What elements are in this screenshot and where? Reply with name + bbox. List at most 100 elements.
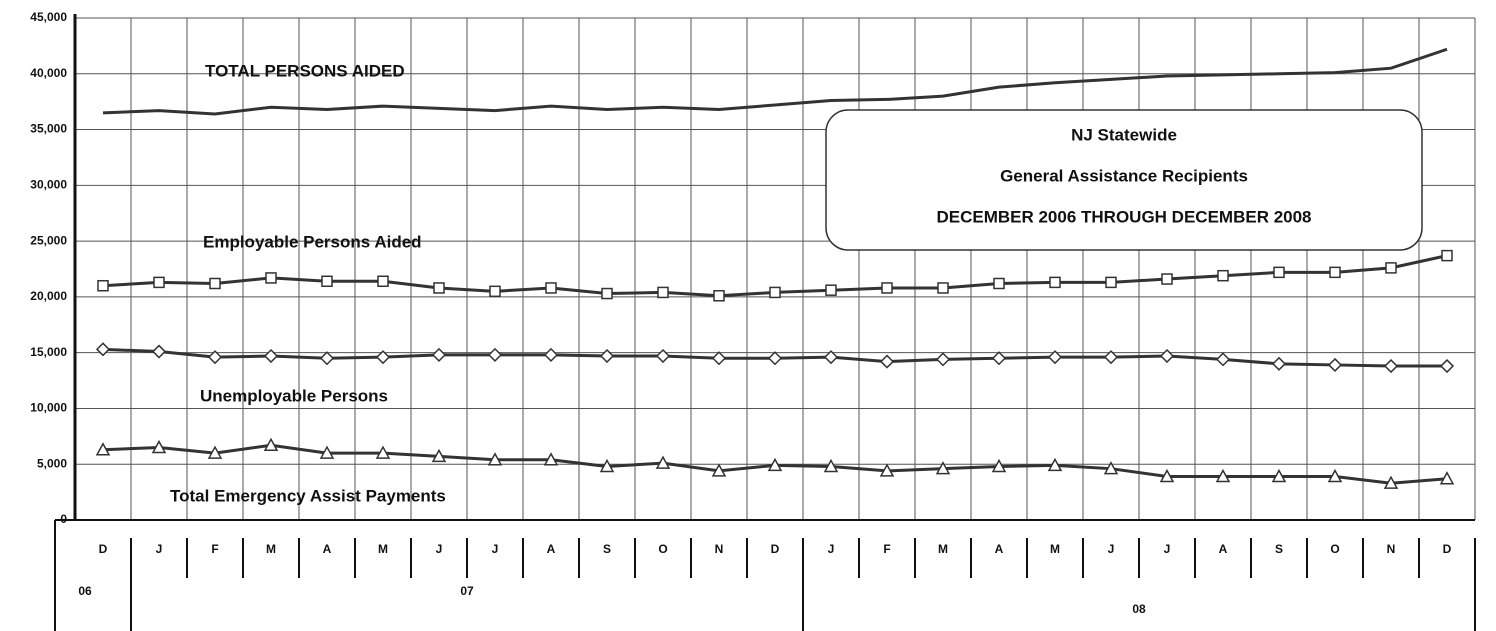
x-tick-label: O <box>1330 542 1339 556</box>
annotation-box <box>825 109 1423 251</box>
x-group-label: 08 <box>1132 602 1146 616</box>
x-tick-label: N <box>715 542 724 556</box>
series-label: Unemployable Persons <box>200 386 388 405</box>
x-tick-label: D <box>99 542 108 556</box>
marker <box>1047 457 1063 472</box>
series-label: Total Emergency Assist Payments <box>170 486 446 505</box>
marker <box>375 445 391 459</box>
y-tick-label: 15,000 <box>30 345 67 359</box>
marker <box>489 285 501 298</box>
y-tick-label: 25,000 <box>30 233 67 247</box>
marker <box>97 279 109 292</box>
marker <box>1161 273 1173 285</box>
marker <box>1439 471 1455 485</box>
marker <box>1103 461 1119 475</box>
x-group-label: 07 <box>460 584 474 598</box>
marker <box>375 350 391 365</box>
marker <box>431 347 447 362</box>
marker <box>545 282 557 294</box>
y-tick-label: 5,000 <box>37 456 67 470</box>
x-tick-label: D <box>771 542 780 556</box>
marker <box>487 347 503 362</box>
x-tick-label: J <box>828 542 835 556</box>
marker <box>993 277 1005 290</box>
marker <box>1105 276 1117 289</box>
x-tick-label: S <box>1275 542 1283 556</box>
marker <box>1383 358 1399 374</box>
marker <box>1217 269 1229 282</box>
marker <box>1327 357 1343 372</box>
marker <box>935 352 951 367</box>
marker <box>1103 350 1119 365</box>
marker <box>209 277 221 290</box>
x-tick-label: J <box>492 542 499 556</box>
marker <box>991 458 1007 473</box>
marker <box>263 437 279 452</box>
x-tick-label: A <box>1219 542 1228 556</box>
marker <box>1215 352 1231 367</box>
x-tick-label: J <box>1108 542 1115 556</box>
y-tick-label: 20,000 <box>30 289 67 303</box>
marker <box>599 348 615 364</box>
marker <box>487 452 503 466</box>
marker <box>151 439 167 454</box>
y-tick-label: 10,000 <box>30 401 67 415</box>
marker <box>207 445 223 459</box>
annotation-text: DECEMBER 2006 THROUGH DECEMBER 2008 <box>936 207 1311 226</box>
marker <box>543 452 559 466</box>
marker <box>1159 348 1175 364</box>
marker <box>711 351 727 366</box>
marker <box>601 287 613 300</box>
marker <box>207 350 223 365</box>
marker <box>321 275 333 288</box>
x-tick-label: M <box>378 542 388 556</box>
marker <box>1385 262 1397 274</box>
marker <box>1441 249 1453 262</box>
x-tick-label: J <box>1164 542 1171 556</box>
marker <box>825 284 837 296</box>
marker <box>823 350 839 365</box>
marker <box>1329 266 1341 279</box>
x-tick-label: M <box>266 542 276 556</box>
x-tick-label: S <box>603 542 611 556</box>
marker <box>823 458 839 473</box>
annotation-text: General Assistance Recipients <box>1000 166 1248 185</box>
marker <box>711 463 727 477</box>
x-tick-label: J <box>156 542 163 556</box>
marker <box>1215 468 1231 483</box>
marker <box>95 442 111 456</box>
marker <box>265 272 277 284</box>
marker <box>1383 475 1399 489</box>
x-tick-label: M <box>938 542 948 556</box>
marker <box>767 351 783 366</box>
y-tick-label: 30,000 <box>30 178 67 192</box>
marker <box>881 282 893 294</box>
marker <box>153 276 165 289</box>
marker <box>655 348 671 364</box>
marker <box>1159 468 1175 483</box>
y-tick-label: 35,000 <box>30 122 67 136</box>
x-tick-label: N <box>1387 542 1396 556</box>
marker <box>713 290 725 302</box>
marker <box>1047 350 1063 365</box>
marker <box>1271 468 1287 483</box>
marker <box>1049 276 1061 289</box>
marker <box>655 455 671 469</box>
marker <box>319 445 335 459</box>
marker <box>935 461 951 475</box>
annotation-text: NJ Statewide <box>1071 125 1177 144</box>
marker <box>1273 266 1285 279</box>
marker <box>377 275 389 288</box>
marker <box>319 351 335 366</box>
x-tick-label: D <box>1443 542 1452 556</box>
series-label: Employable Persons Aided <box>203 232 422 251</box>
series-label: TOTAL PERSONS AIDED <box>205 61 405 80</box>
marker <box>95 342 111 357</box>
marker <box>937 282 949 294</box>
marker <box>1327 468 1343 483</box>
marker <box>1439 358 1455 374</box>
y-tick-label: 40,000 <box>30 66 67 80</box>
x-tick-label: A <box>547 542 556 556</box>
marker <box>543 347 559 362</box>
